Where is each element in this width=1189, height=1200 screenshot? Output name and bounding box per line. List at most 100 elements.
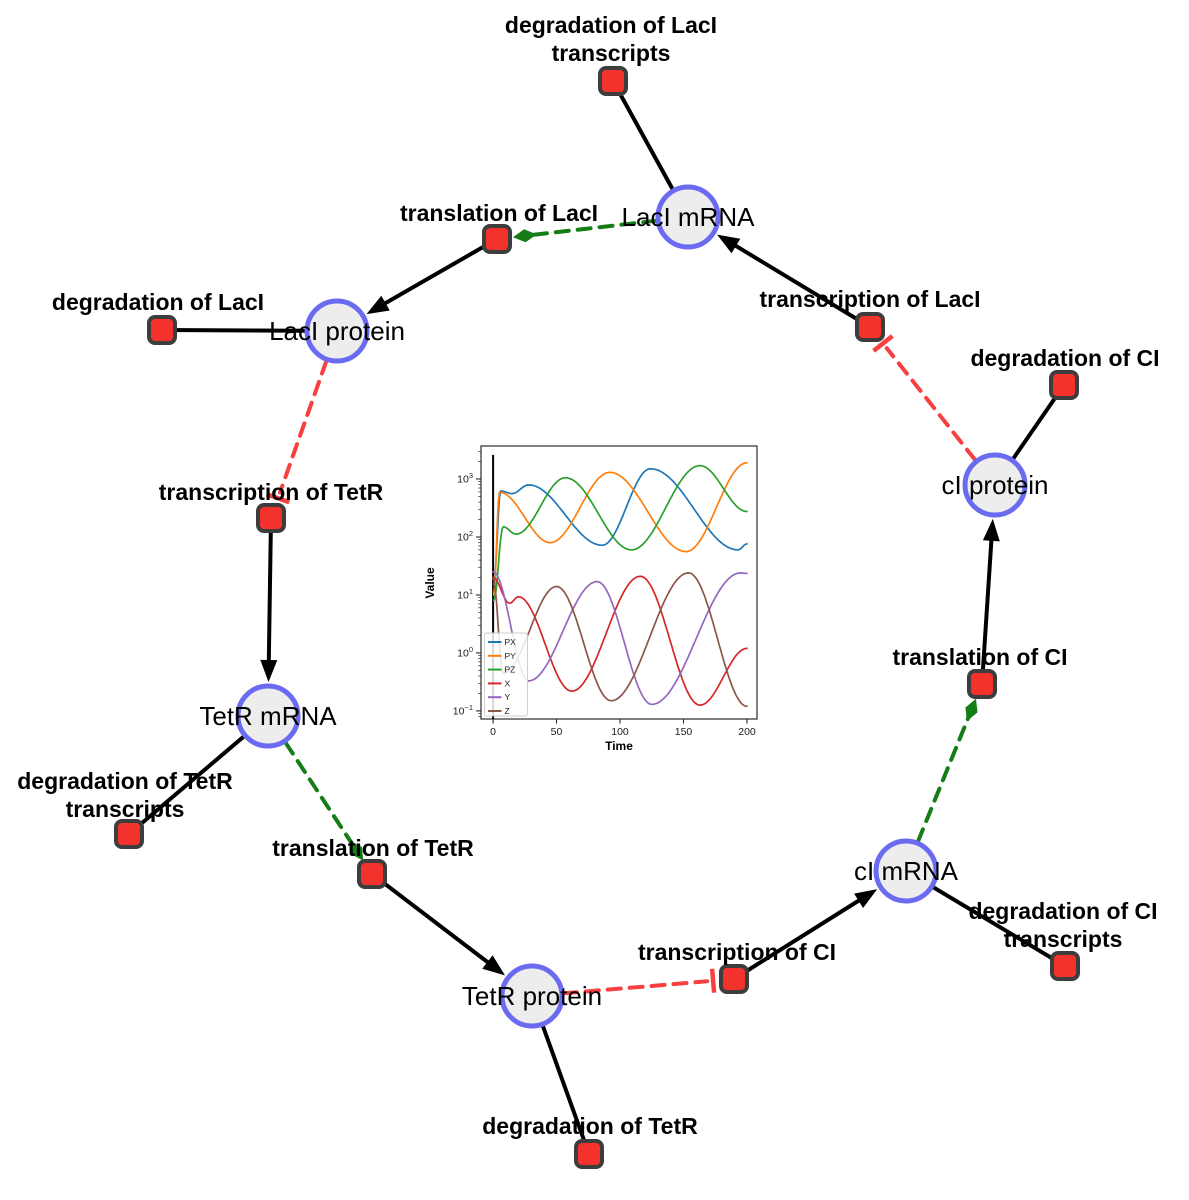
arrowhead-production bbox=[366, 295, 390, 315]
species-node-lacI-protein[interactable] bbox=[304, 298, 370, 364]
reaction-node-deg-tetR-transcripts[interactable] bbox=[114, 819, 144, 849]
arrowhead-production bbox=[854, 889, 878, 908]
reaction-label-deg-tetR: degradation of TetR bbox=[482, 1113, 698, 1139]
series-line-PX bbox=[492, 467, 748, 586]
reaction-label-deg-cI-transcripts: transcripts bbox=[1004, 926, 1123, 952]
edge-modifier bbox=[283, 740, 356, 848]
series-line-X bbox=[492, 575, 748, 706]
species-label-lacI-mRNA: LacI mRNA bbox=[622, 202, 756, 232]
reaction-node-transcription-tetR[interactable] bbox=[256, 503, 286, 533]
reaction-label-transcription-lacI: transcription of LacI bbox=[759, 286, 980, 312]
x-tick-label: 100 bbox=[611, 726, 629, 738]
timecourse-inset-chart: 10−1 100 101 102 103 0 50 100 150 200 PX PY PZ XYZ bbox=[453, 445, 758, 738]
edge-inhibition bbox=[278, 359, 329, 495]
x-tick-label: 200 bbox=[738, 726, 756, 738]
arrowhead-production bbox=[260, 659, 278, 682]
legend-label-X: X bbox=[505, 678, 511, 688]
edge-production bbox=[727, 239, 872, 329]
series-line-PY bbox=[492, 461, 748, 596]
species-label-cI-mRNA: cI mRNA bbox=[854, 856, 959, 886]
species-node-cI-mRNA[interactable] bbox=[873, 838, 939, 904]
species-node-cI-protein[interactable] bbox=[962, 452, 1028, 518]
edge-consumption bbox=[160, 328, 307, 333]
x-tick-label: 0 bbox=[490, 726, 496, 738]
network-nodes bbox=[114, 66, 1080, 1169]
legend-label-Y: Y bbox=[505, 692, 511, 702]
reaction-node-deg-cI-transcripts[interactable] bbox=[1050, 951, 1080, 981]
legend-label-PZ: PZ bbox=[505, 665, 516, 675]
y-tick-label: 10−1 bbox=[453, 703, 473, 718]
edge-production bbox=[376, 237, 499, 310]
reaction-label-deg-cI-transcripts: degradation of CI bbox=[968, 898, 1157, 924]
reaction-label-deg-tetR-transcripts: transcripts bbox=[66, 796, 185, 822]
edge-consumption bbox=[611, 79, 675, 191]
reaction-label-transcription-cI: transcription of CI bbox=[638, 939, 836, 965]
arrowhead-production bbox=[982, 518, 1000, 542]
chart-data-area bbox=[492, 454, 748, 719]
y-tick-label: 100 bbox=[457, 645, 473, 660]
reaction-node-translation-cI[interactable] bbox=[967, 669, 997, 699]
arrowhead-modifier-diamond bbox=[965, 698, 978, 722]
legend-label-PY: PY bbox=[505, 651, 517, 661]
chart-x-axis-label: Time bbox=[605, 739, 633, 753]
edge-consumption bbox=[931, 885, 1067, 968]
reaction-node-deg-lacI[interactable] bbox=[147, 315, 177, 345]
species-label-lacI-protein: LacI protein bbox=[269, 316, 405, 346]
edge-production bbox=[266, 516, 273, 670]
reaction-node-deg-cI[interactable] bbox=[1049, 370, 1079, 400]
reaction-node-deg-lacI-transcripts[interactable] bbox=[598, 66, 628, 96]
chart-y-axis-label: Value bbox=[423, 567, 437, 599]
reaction-label-deg-cI: degradation of CI bbox=[970, 345, 1159, 371]
edge-production bbox=[732, 894, 868, 981]
arrowhead-modifier-diamond bbox=[350, 840, 364, 861]
inhibition-tbar bbox=[265, 492, 291, 505]
reaction-node-deg-tetR[interactable] bbox=[574, 1139, 604, 1169]
x-tick-label: 150 bbox=[675, 726, 693, 738]
network-labels: LacI mRNA LacI protein TetR mRNA TetR prote… bbox=[17, 12, 1159, 1139]
y-tick-label: 101 bbox=[457, 587, 473, 602]
reaction-label-deg-lacI: degradation of LacI bbox=[52, 289, 264, 315]
series-line-PZ bbox=[492, 464, 748, 602]
edge-inhibition bbox=[884, 346, 978, 462]
y-tick-label: 102 bbox=[457, 529, 473, 544]
network-edges bbox=[127, 79, 1067, 1156]
reaction-node-transcription-lacI[interactable] bbox=[855, 312, 885, 342]
arrowhead-modifier-diamond bbox=[512, 229, 537, 243]
legend-label-PX: PX bbox=[505, 637, 517, 647]
reaction-node-translation-tetR[interactable] bbox=[357, 859, 387, 889]
edge-consumption bbox=[127, 734, 246, 836]
reaction-label-deg-tetR-transcripts: degradation of TetR bbox=[17, 768, 233, 794]
legend-box bbox=[484, 632, 528, 717]
legend-label-Z: Z bbox=[505, 706, 510, 716]
species-label-cI-protein: cI protein bbox=[942, 470, 1049, 500]
inhibition-tbar bbox=[872, 334, 894, 353]
species-node-lacI-mRNA[interactable] bbox=[655, 184, 721, 250]
arrowhead-production bbox=[482, 955, 505, 976]
species-node-tetR-protein[interactable] bbox=[499, 963, 565, 1029]
reaction-label-translation-cI: translation of CI bbox=[892, 644, 1067, 670]
edge-modifier bbox=[528, 218, 659, 238]
y-tick-label: 103 bbox=[457, 471, 473, 486]
reaction-label-translation-lacI: translation of LacI bbox=[400, 200, 598, 226]
reaction-node-translation-lacI[interactable] bbox=[482, 224, 512, 254]
series-line-Y bbox=[492, 571, 748, 706]
edge-consumption bbox=[540, 1024, 591, 1156]
edge-production bbox=[980, 530, 994, 686]
chart-axes-frame bbox=[480, 445, 758, 720]
species-label-tetR-mRNA: TetR mRNA bbox=[199, 701, 337, 731]
arrowhead-production bbox=[717, 234, 741, 254]
reaction-label-translation-tetR: translation of TetR bbox=[272, 835, 474, 861]
edge-production bbox=[370, 872, 496, 969]
species-label-tetR-protein: TetR protein bbox=[462, 981, 602, 1011]
reaction-node-transcription-cI[interactable] bbox=[719, 964, 749, 994]
species-node-tetR-mRNA[interactable] bbox=[235, 683, 301, 749]
series-line-Z bbox=[492, 572, 748, 708]
x-tick-label: 50 bbox=[551, 726, 563, 738]
chart-legend: PX PY PZ XYZ bbox=[484, 632, 528, 717]
reaction-label-deg-lacI-transcripts: degradation of LacI bbox=[505, 12, 717, 38]
reaction-label-deg-lacI-transcripts: transcripts bbox=[552, 40, 671, 66]
reaction-label-transcription-tetR: transcription of TetR bbox=[159, 479, 384, 505]
edge-modifier bbox=[916, 713, 972, 844]
